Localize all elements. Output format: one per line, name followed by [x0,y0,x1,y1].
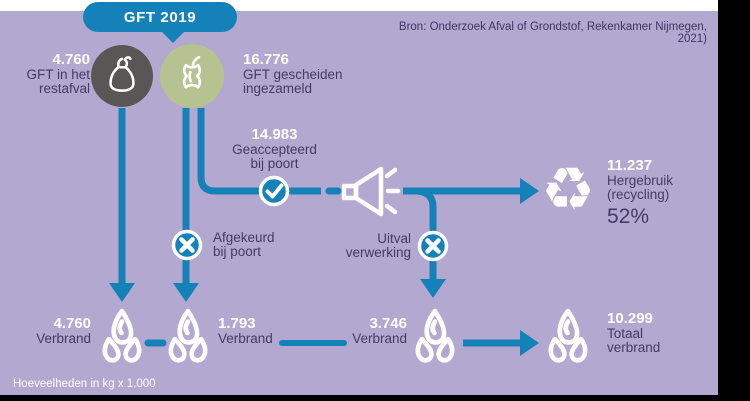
hergebruik-node-label: 11.237 Hergebruik (recycling) 52% [607,158,715,228]
arrowhead-down-3 [420,279,446,298]
flame-icon [551,311,585,360]
verbrand-restafval-label: 4.760 Verbrand [36,315,91,346]
arrowhead-down-2 [173,283,199,302]
recycling-percentage: 52% [607,205,650,228]
arrowhead-right-total [520,330,539,356]
flame-icon [171,311,205,360]
title-badge-pointer [161,31,185,43]
gescheiden-value: 16.776 [243,51,289,68]
geaccepteerd-value: 14.983 [251,126,298,143]
afgekeurd-label: Afgekeurd bij poort [213,230,275,259]
restafval-node-label: 4.760 GFT in het restafval [4,52,90,95]
line-uitval-down [416,187,437,280]
title-badge-label: GFT 2019 [123,8,197,26]
geaccepteerd-node-label: 14.983 Geaccepteerd bij poort [202,127,347,170]
uitval-label: Uitval verwerking [345,231,411,260]
line-geaccepteerd [197,108,321,195]
recycle-icon: ♻ [541,156,595,223]
cross-icon-afgekeurd [171,229,203,261]
verbrand-afgekeurd-label: 1.793 Verbrand [218,315,273,346]
gescheiden-node-label: 16.776 GFT gescheiden ingezameld [243,52,373,95]
arrowhead-down-1 [109,283,135,302]
flame-icon [418,311,452,360]
restafval-value: 4.760 [52,51,90,68]
trash-bag-icon [109,56,135,92]
megaphone-icon [341,166,401,217]
hergebruik-value: 11.237 [607,157,653,174]
cross-icon-uitval [417,230,449,262]
restafval-circle [91,45,153,107]
flame-icon [105,311,139,360]
gescheiden-circle [160,44,224,108]
arrowhead-right-recycle [520,178,539,204]
source-note: Bron: Onderzoek Afval of Grondstof, Reke… [398,21,707,45]
check-icon [258,175,290,207]
units-footnote: Hoeveelheden in kg x 1.000 [13,378,156,390]
verbrand-uitval-label: 3.746 Verbrand [352,315,407,346]
title-badge: GFT 2019 [83,2,237,32]
apple-core-icon [182,55,202,89]
top-white-strip [0,0,718,11]
totaal-verbrand-label: 10.299 Totaal verbrand [607,310,661,355]
